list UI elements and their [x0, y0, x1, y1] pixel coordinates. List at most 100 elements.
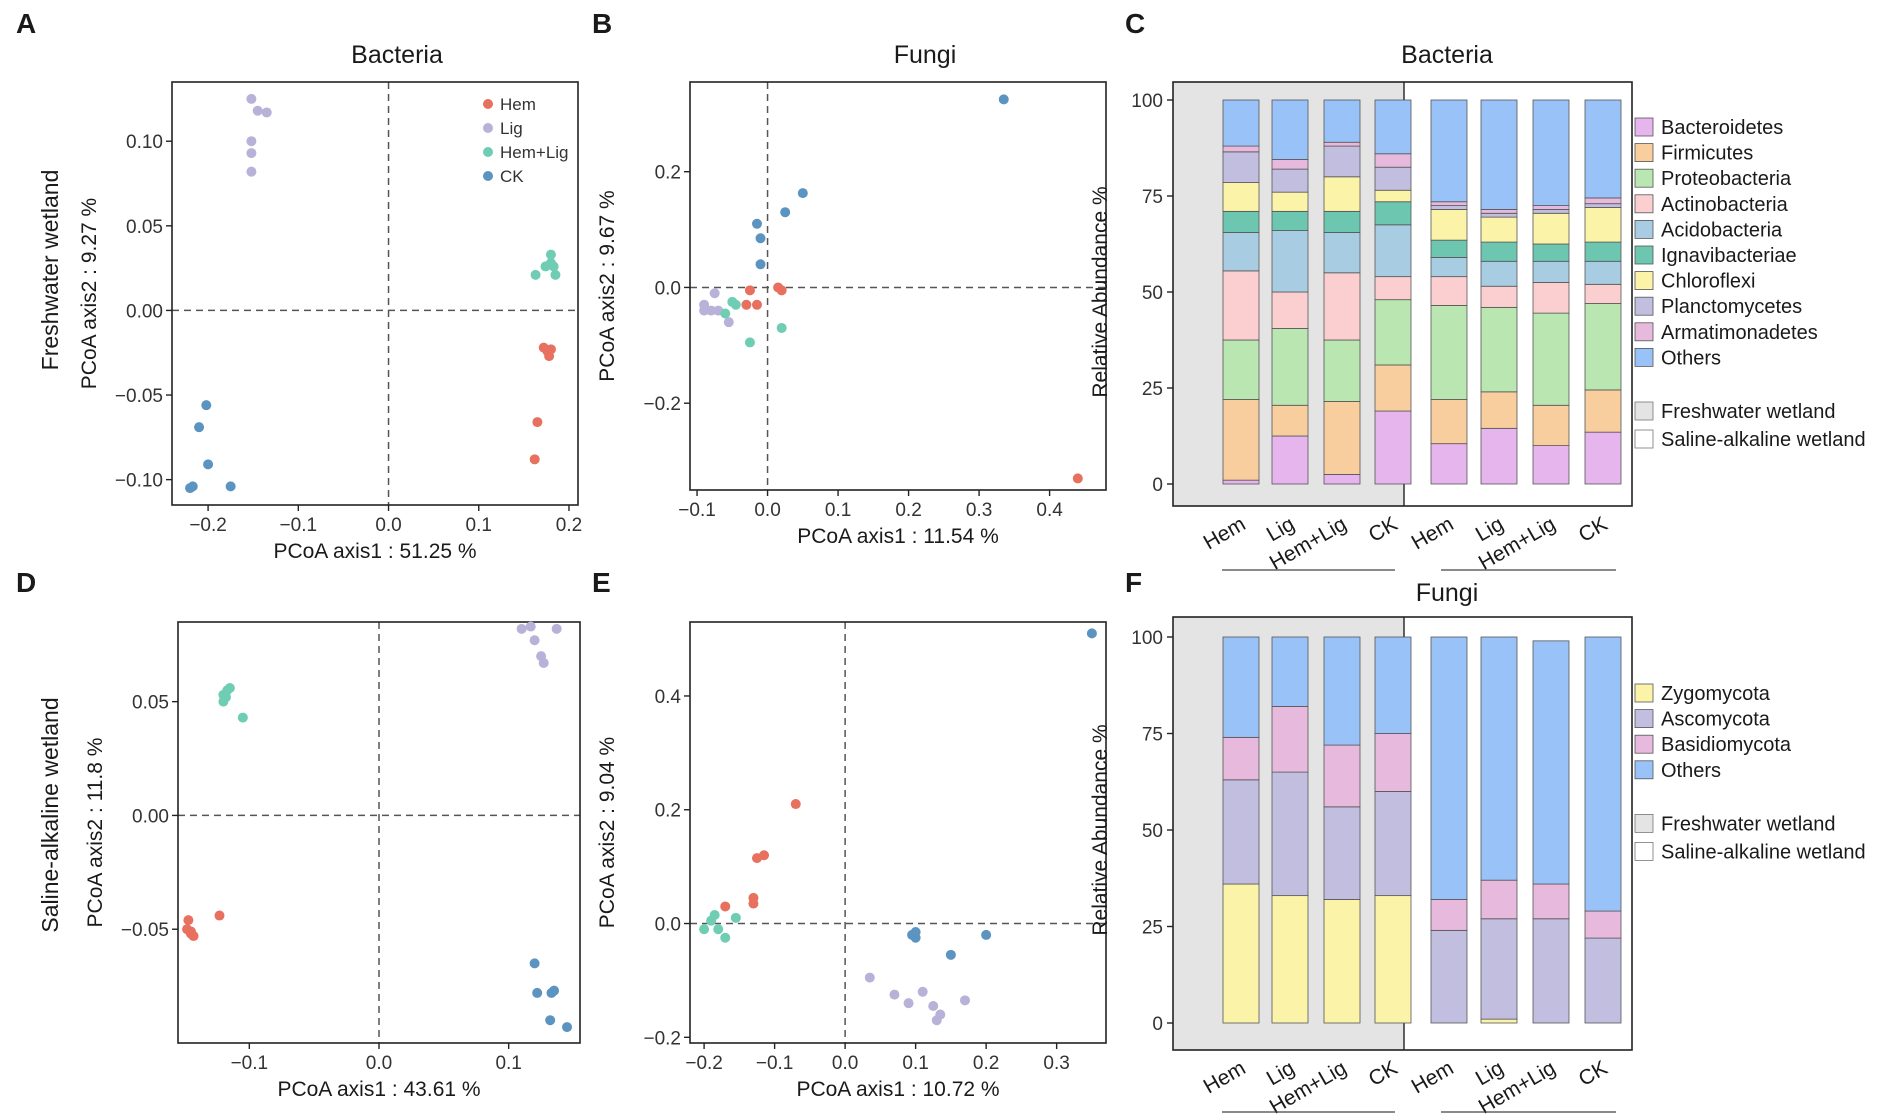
- panel-e-xtick-label: −0.2: [685, 1053, 723, 1074]
- panel-c-bar-segment-others: [1222, 99, 1260, 147]
- panel-b-xtick-label: 0.2: [895, 500, 921, 521]
- panel-c-bar-segment-chloroflexi: [1430, 209, 1468, 241]
- panel-c-bar-segment-planctomycetes: [1374, 166, 1412, 191]
- row-label-saline-alkaline: Saline-alkaline wetland: [37, 697, 63, 932]
- panel-e-point-ck: [945, 949, 956, 960]
- panel-d-letter: D: [16, 567, 36, 598]
- panel-f-bar-segment-others: [1584, 636, 1622, 912]
- panel-b-point-hem-lig: [720, 308, 731, 319]
- panel-a-point-hem-lig: [530, 269, 541, 280]
- panel-a-point-hem-lig: [548, 261, 559, 272]
- panel-c-bar-segment-others: [1323, 99, 1361, 143]
- panel-c-legend-group-swatch: [1634, 401, 1654, 421]
- panel-a-point-ck: [187, 481, 198, 492]
- panel-c-bar-segment-proteobacteria: [1222, 339, 1260, 400]
- panel-c-bar-segment-actinobacteria: [1430, 276, 1468, 306]
- panel-c-legend-label: Others: [1661, 347, 1721, 369]
- panel-a-point-ck: [194, 422, 205, 433]
- panel-a-point-hem-lig: [550, 269, 561, 280]
- panel-d-point-ck: [529, 958, 540, 969]
- panel-d-ytick-label: 0.05: [132, 693, 169, 714]
- panel-c-bar-segment-chloroflexi: [1271, 191, 1309, 212]
- panel-f-letter: F: [1125, 567, 1142, 598]
- panel-c-frame: [1172, 81, 1633, 507]
- row-label-freshwater: Freshwater wetland: [37, 170, 63, 371]
- panel-d-point-hem-lig: [224, 682, 235, 693]
- panel-c-ytick-label: 75: [1142, 187, 1163, 208]
- panel-a-xlabel: PCoA axis1 : 51.25 %: [273, 540, 476, 563]
- panel-e-point-lig: [935, 1009, 946, 1020]
- panel-b-point-ck: [998, 94, 1009, 105]
- panel-f-legend-label: Zygomycota: [1661, 683, 1771, 705]
- panel-c-bar-segment-ignavibacteriae: [1323, 210, 1361, 233]
- panel-e-point-hem: [751, 853, 762, 864]
- panel-c-legend-swatch: [1634, 194, 1654, 214]
- panel-d-ytick-label: 0.00: [132, 806, 169, 827]
- panel-f-bar-segment-ascomycota: [1584, 937, 1622, 1024]
- panel-e-ytick-label: 0.0: [655, 915, 681, 936]
- panel-c-bar-segment-chloroflexi: [1374, 189, 1412, 203]
- panel-e-point-hem-lig: [730, 912, 741, 923]
- panel-c-bar-segment-proteobacteria: [1374, 299, 1412, 366]
- panel-c-legend-swatch: [1634, 219, 1654, 239]
- panel-e-frame: [689, 621, 1107, 1044]
- panel-c-bar-segment-planctomycetes: [1271, 168, 1309, 193]
- panel-c-bar-segment-firmicutes: [1480, 391, 1518, 429]
- panel-c-ytick-label: 25: [1142, 379, 1163, 400]
- panel-a-ytick-label: −0.05: [115, 386, 163, 407]
- panel-f-ytick-label: 100: [1131, 628, 1163, 649]
- panel-f-ytick-label: 50: [1142, 821, 1163, 842]
- panel-f-legend-group-swatch: [1634, 814, 1654, 833]
- panel-f-legend-swatch: [1634, 734, 1654, 754]
- panel-d-point-ck: [549, 985, 560, 996]
- panel-b-xtick-label: 0.0: [754, 500, 780, 521]
- panel-c-bar-segment-ignavibacteriae: [1480, 241, 1518, 262]
- panel-d-point-lig: [516, 623, 527, 634]
- panel-f-category-label: Hem: [1200, 1056, 1250, 1098]
- panel-c-category-label: Hem: [1408, 512, 1458, 554]
- panel-c-bar-segment-armatimonadetes: [1271, 159, 1309, 170]
- panel-d-point-lig: [538, 657, 549, 668]
- panel-b-frame: [689, 81, 1107, 491]
- panel-c-bar-segment-bacteroidetes: [1374, 410, 1412, 485]
- panel-c-legend-label: Armatimonadetes: [1661, 322, 1818, 344]
- panel-e-point-lig: [903, 998, 914, 1009]
- panel-c-bar-segment-chloroflexi: [1323, 176, 1361, 212]
- panel-c-bar-segment-ignavibacteriae: [1271, 210, 1309, 231]
- panel-b-point-hem: [776, 285, 787, 296]
- panel-e-letter: E: [592, 567, 611, 598]
- panel-c-legend-swatch: [1634, 245, 1654, 265]
- panel-c-bar-segment-bacteroidetes: [1222, 479, 1260, 485]
- panel-b-point-ck: [797, 188, 808, 199]
- panel-c-bar-segment-others: [1374, 99, 1412, 155]
- panel-a-ytick-label: 0.00: [126, 301, 163, 322]
- panel-a-legend-marker: [483, 123, 493, 133]
- panel-c-legend-swatch: [1634, 168, 1654, 188]
- panel-c-bar-segment-firmicutes: [1374, 364, 1412, 412]
- panel-e-xtick-label: 0.3: [1043, 1053, 1069, 1074]
- panel-c-bar-segment-firmicutes: [1323, 401, 1361, 475]
- panel-c-legend-swatch: [1634, 117, 1654, 137]
- panel-c-category-label: CK: [1365, 512, 1402, 547]
- panel-f-bar-segment-basidiomycota: [1480, 879, 1518, 920]
- panel-c-bar-segment-acidobacteria: [1584, 260, 1622, 285]
- panel-a-point-lig: [261, 107, 272, 118]
- panel-c-legend-label: Firmicutes: [1661, 143, 1753, 165]
- panel-a-legend-label: CK: [500, 167, 524, 186]
- panel-e-point-ck: [1086, 628, 1097, 639]
- panel-e-ytick-label: −0.2: [643, 1028, 681, 1049]
- panel-f-legend-swatch: [1634, 760, 1654, 780]
- panel-f-legend-group-swatch: [1634, 842, 1654, 861]
- panel-e-ylabel: PCoA axis2 : 9.04 %: [596, 737, 619, 928]
- panel-a-ytick-label: 0.10: [126, 132, 163, 153]
- panel-b-xtick-label: 0.3: [966, 500, 992, 521]
- panel-c-bar-segment-proteobacteria: [1480, 306, 1518, 393]
- panel-a-ytick-label: −0.10: [115, 471, 163, 492]
- panel-c-ylabel: Relative Abundance %: [1089, 186, 1112, 397]
- panel-c-bar-segment-actinobacteria: [1271, 291, 1309, 329]
- panel-d-point-hem-lig: [237, 712, 248, 723]
- panel-e-xtick-label: 0.2: [973, 1053, 999, 1074]
- panel-c-bar-segment-ignavibacteriae: [1222, 210, 1260, 233]
- panel-a-ylabel: PCoA axis2 : 9.27 %: [78, 198, 101, 389]
- panel-f-title: Fungi: [1416, 579, 1479, 607]
